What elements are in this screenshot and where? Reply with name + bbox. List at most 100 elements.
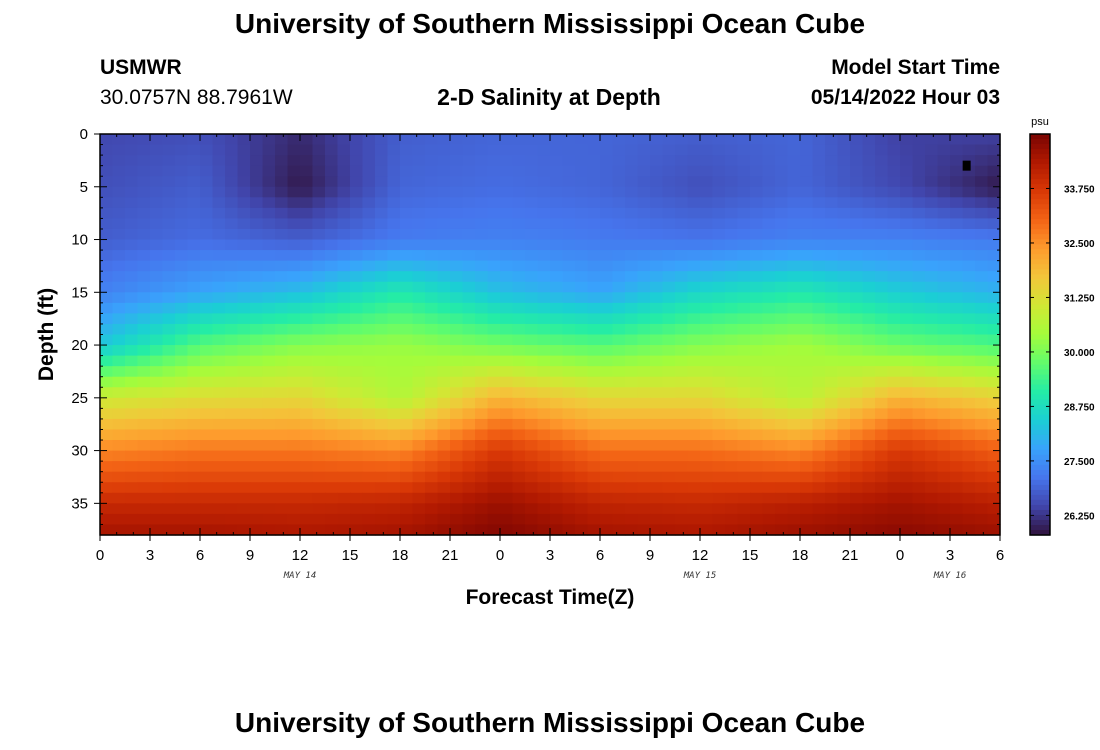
heatmap-cell — [975, 144, 989, 156]
colorbar-segment — [1030, 319, 1050, 326]
heatmap-cell — [225, 355, 239, 367]
heatmap-cell — [762, 228, 776, 241]
heatmap-cell — [825, 503, 839, 515]
heatmap-cell — [225, 144, 239, 156]
heatmap-cell — [987, 323, 1001, 336]
heatmap-cell — [850, 345, 864, 357]
heatmap-cell — [962, 186, 976, 198]
heatmap-cell — [900, 492, 914, 504]
heatmap-cell — [112, 408, 126, 420]
heatmap-cell — [937, 492, 951, 504]
heatmap-cell — [850, 503, 864, 515]
heatmap-cell — [775, 387, 789, 399]
heatmap-cell — [462, 144, 476, 156]
heatmap-cell — [687, 471, 701, 483]
heatmap-cell — [262, 450, 276, 462]
heatmap-cell — [912, 366, 926, 378]
heatmap-cell — [212, 450, 226, 462]
heatmap-cell — [262, 492, 276, 504]
heatmap-cell — [687, 292, 701, 304]
heatmap-cell — [275, 155, 289, 167]
heatmap-cell — [500, 292, 514, 304]
heatmap-cell — [500, 461, 514, 473]
heatmap-cell — [225, 228, 239, 241]
heatmap-cell — [862, 366, 876, 378]
heatmap-cell — [737, 292, 751, 304]
heatmap-cell — [650, 165, 664, 177]
heatmap-cell — [287, 165, 301, 177]
heatmap-cell — [612, 271, 626, 283]
heatmap-cell — [837, 197, 851, 209]
heatmap-cell — [750, 313, 764, 325]
heatmap-cell — [637, 239, 651, 251]
heatmap-cell — [912, 345, 926, 357]
heatmap-cell — [350, 450, 364, 462]
heatmap-cell — [212, 429, 226, 441]
heatmap-cell — [600, 387, 614, 399]
heatmap-cell — [275, 218, 289, 230]
heatmap-cell — [287, 408, 301, 420]
heatmap-cell — [725, 323, 739, 336]
heatmap-cell — [725, 197, 739, 209]
heatmap-cell — [975, 450, 989, 462]
heatmap-cell — [537, 271, 551, 283]
heatmap-cell — [550, 186, 564, 198]
heatmap-cell — [250, 271, 264, 283]
heatmap-cell — [112, 397, 126, 409]
colorbar-segment — [1030, 469, 1050, 476]
heatmap-cell — [225, 397, 239, 409]
heatmap-cell — [612, 503, 626, 515]
heatmap-cell — [687, 165, 701, 177]
heatmap-cell — [525, 524, 539, 536]
heatmap-cell — [887, 334, 901, 346]
heatmap-cell — [300, 418, 314, 431]
x-tick-label: 0 — [896, 547, 904, 564]
heatmap-cell — [262, 323, 276, 336]
heatmap-cell — [425, 355, 439, 367]
heatmap-cell — [862, 228, 876, 241]
heatmap-cell — [362, 355, 376, 367]
heatmap-cell — [962, 450, 976, 462]
heatmap-cell — [512, 418, 526, 431]
heatmap-cell — [675, 492, 689, 504]
heatmap-cell — [925, 197, 939, 209]
x-tick-label: 3 — [146, 547, 154, 564]
heatmap-cell — [337, 281, 351, 293]
heatmap-cell — [400, 355, 414, 367]
heatmap-cell — [450, 366, 464, 378]
heatmap-cell — [537, 134, 551, 146]
heatmap-cell — [862, 418, 876, 431]
heatmap-cell — [662, 461, 676, 473]
heatmap-cell — [150, 155, 164, 167]
heatmap-cell — [575, 292, 589, 304]
heatmap-cell — [950, 176, 964, 188]
heatmap-cell — [287, 271, 301, 283]
heatmap-cell — [712, 239, 726, 251]
heatmap-cell — [862, 513, 876, 526]
heatmap-cell — [412, 207, 426, 220]
heatmap-cell — [200, 440, 214, 452]
heatmap-cell — [900, 524, 914, 536]
heatmap-cell — [700, 397, 714, 409]
heatmap-cell — [637, 524, 651, 536]
heatmap-cell — [450, 186, 464, 198]
heatmap-cell — [625, 429, 639, 441]
heatmap-cell — [812, 144, 826, 156]
heatmap-cell — [937, 239, 951, 251]
heatmap-cell — [112, 524, 126, 536]
heatmap-cell — [637, 471, 651, 483]
heatmap-cell — [612, 345, 626, 357]
heatmap-cell — [537, 281, 551, 293]
heatmap-cell — [237, 313, 251, 325]
heatmap-cell — [600, 397, 614, 409]
colorbar-tick-label: 32.500 — [1064, 239, 1095, 250]
heatmap-cell — [587, 323, 601, 336]
heatmap-cell — [525, 450, 539, 462]
heatmap-cell — [175, 492, 189, 504]
heatmap-cell — [675, 218, 689, 230]
heatmap-cell — [562, 440, 576, 452]
heatmap-cell — [137, 440, 151, 452]
heatmap-cell — [600, 503, 614, 515]
colorbar-segment — [1030, 514, 1050, 521]
heatmap-cell — [200, 376, 214, 388]
